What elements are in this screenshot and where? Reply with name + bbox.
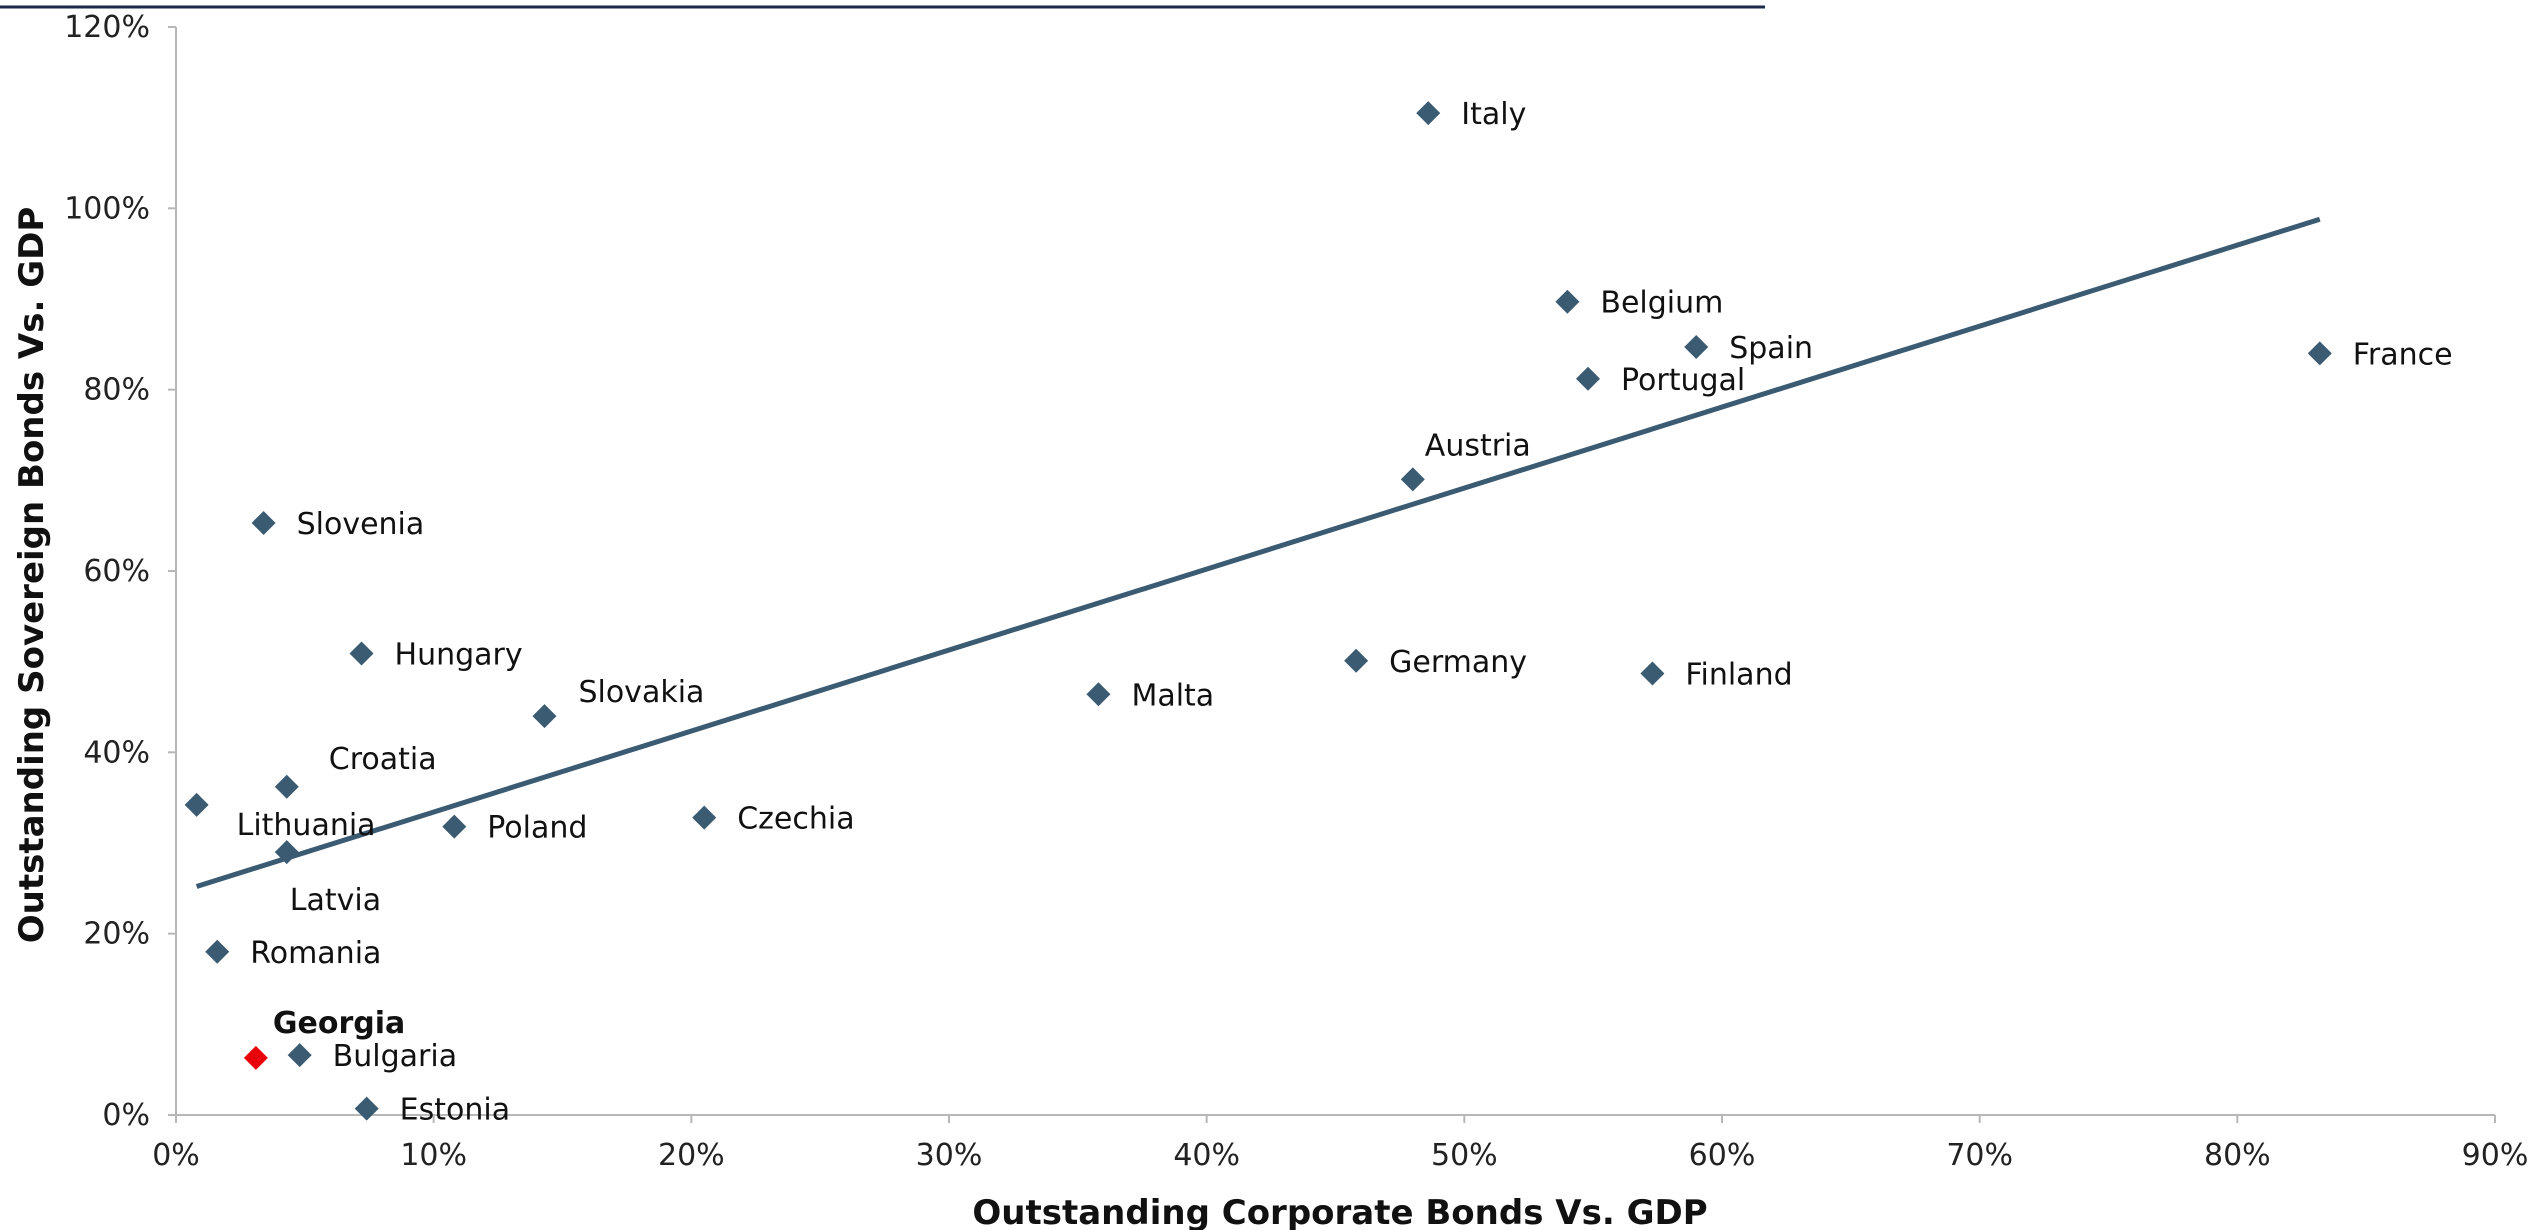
- data-point-poland: [442, 814, 467, 839]
- data-point-hungary: [349, 641, 374, 666]
- trendline: [195, 216, 2321, 889]
- point-label-georgia: Georgia: [273, 1006, 405, 1041]
- data-point-slovenia: [251, 510, 276, 535]
- point-label-poland: Poland: [487, 811, 587, 846]
- data-point-portugal: [1576, 366, 1601, 391]
- point-label-austria: Austria: [1425, 428, 1531, 463]
- x-tick-label: 10%: [400, 1138, 467, 1173]
- x-tick-label: 50%: [1431, 1138, 1498, 1173]
- point-label-germany: Germany: [1389, 645, 1527, 680]
- data-point-germany: [1344, 648, 1369, 673]
- data-point-georgia: [243, 1045, 268, 1070]
- x-tick-label: 30%: [916, 1138, 983, 1173]
- data-point-finland: [1640, 661, 1665, 686]
- data-point-czechia: [692, 805, 717, 830]
- point-label-latvia: Latvia: [290, 883, 381, 918]
- y-tick-label: 100%: [64, 191, 150, 226]
- point-label-croatia: Croatia: [329, 742, 437, 777]
- data-point-romania: [205, 939, 230, 964]
- point-label-czechia: Czechia: [737, 802, 854, 837]
- point-label-france: France: [2353, 337, 2453, 372]
- x-tick-label: 60%: [1689, 1138, 1756, 1173]
- point-label-italy: Italy: [1461, 97, 1526, 132]
- point-label-romania: Romania: [250, 936, 381, 971]
- y-tick-label: 120%: [64, 10, 150, 45]
- point-label-slovenia: Slovenia: [297, 507, 425, 542]
- data-point-france: [2307, 341, 2332, 366]
- data-point-malta: [1086, 682, 1111, 707]
- axes: 0% 10% 20% 30% 40% 50% 60% 70% 80% 90% 0% 20% 40% 60%…: [64, 10, 2528, 1173]
- point-label-belgium: Belgium: [1600, 286, 1723, 321]
- y-tick-label: 80%: [83, 373, 150, 408]
- data-point-estonia: [354, 1096, 379, 1121]
- y-tick-label: 40%: [83, 735, 150, 770]
- point-label-spain: Spain: [1729, 331, 1813, 366]
- points-group: [184, 101, 2332, 1121]
- point-label-estonia: Estonia: [400, 1093, 510, 1128]
- data-point-slovakia: [532, 704, 557, 729]
- point-label-bulgaria: Bulgaria: [333, 1039, 457, 1074]
- trendline-group: [195, 216, 2321, 889]
- x-tick-label: 80%: [2204, 1138, 2271, 1173]
- point-label-finland: Finland: [1685, 657, 1792, 692]
- point-label-slovakia: Slovakia: [578, 675, 704, 710]
- data-point-belgium: [1555, 289, 1580, 314]
- x-tick-label: 20%: [658, 1138, 725, 1173]
- x-axis-title: Outstanding Corporate Bonds Vs. GDP: [972, 1193, 1707, 1230]
- x-tick-label: 90%: [2462, 1138, 2529, 1173]
- y-tick-label: 20%: [83, 917, 150, 952]
- x-tick-label: 0%: [152, 1138, 200, 1173]
- data-point-latvia: [274, 840, 299, 865]
- point-label-portugal: Portugal: [1621, 363, 1745, 398]
- point-label-lithuania: Lithuania: [237, 808, 376, 843]
- x-tick-label: 70%: [1946, 1138, 2013, 1173]
- y-tick-label: 60%: [83, 554, 150, 589]
- data-point-lithuania: [184, 792, 209, 817]
- point-label-hungary: Hungary: [395, 638, 523, 673]
- data-point-croatia: [274, 774, 299, 799]
- data-point-italy: [1416, 101, 1441, 126]
- data-point-bulgaria: [287, 1043, 312, 1068]
- point-label-malta: Malta: [1131, 678, 1214, 713]
- x-tick-label: 40%: [1173, 1138, 1240, 1173]
- data-point-austria: [1400, 467, 1425, 492]
- y-tick-label: 0%: [102, 1098, 150, 1133]
- y-axis-title: Outstanding Sovereign Bonds Vs. GDP: [12, 207, 52, 944]
- data-point-spain: [1684, 335, 1709, 360]
